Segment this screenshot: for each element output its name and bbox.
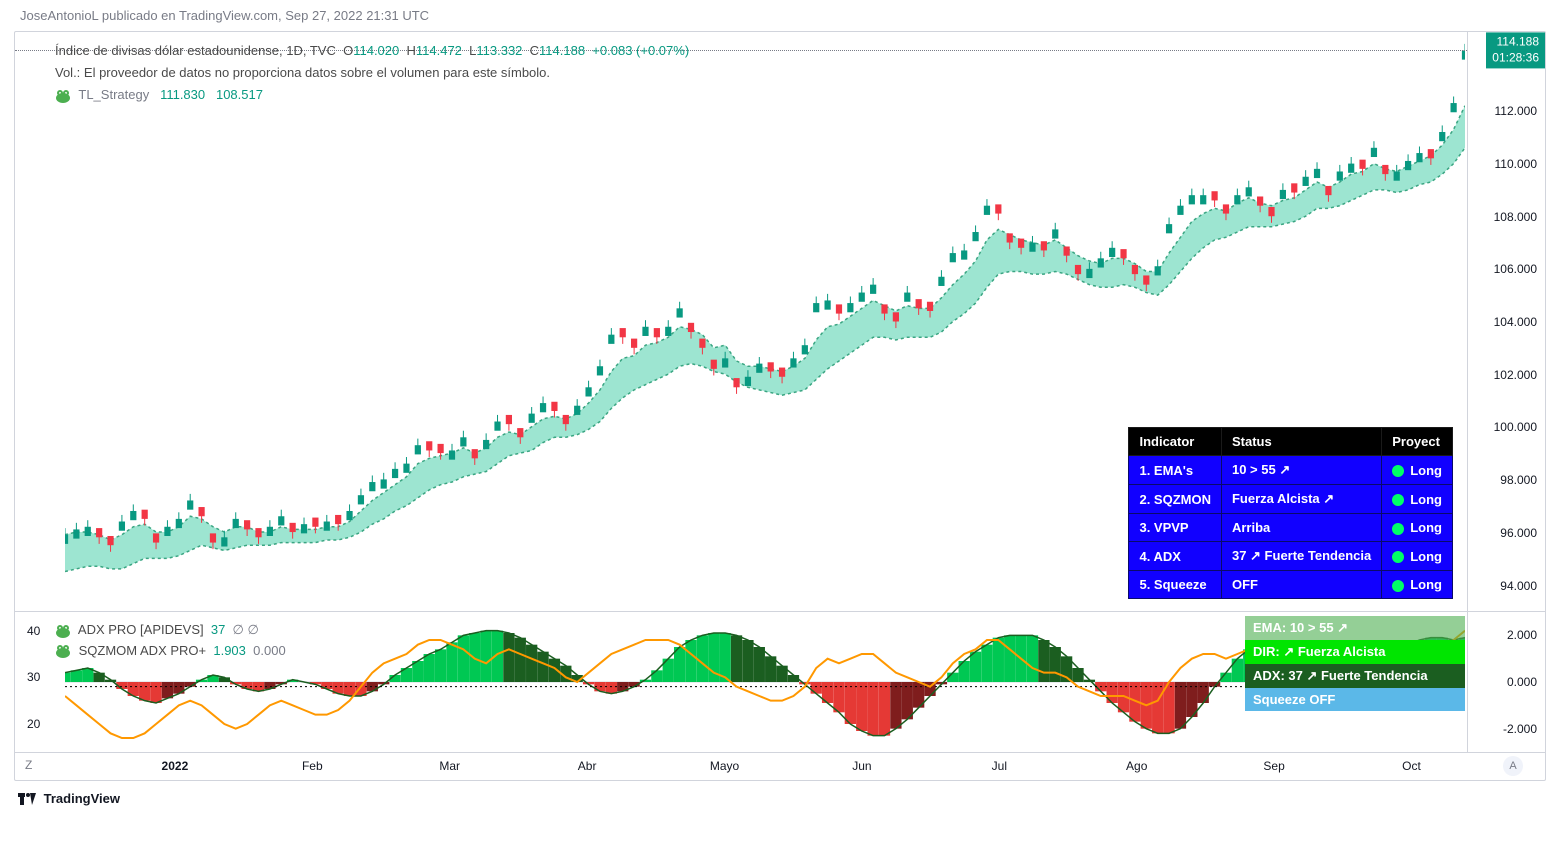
x-tick-label: 2022: [162, 759, 189, 773]
indicator-summary-table: Indicator Status Proyect 1. EMA's10 > 55…: [1128, 427, 1453, 599]
y-tick-label: 0.000: [1507, 675, 1537, 689]
x-tick-label: Abr: [578, 759, 597, 773]
y-tick-label: 112.000: [1495, 104, 1538, 118]
x-tick-label: Jun: [852, 759, 871, 773]
x-tick-label: Oct: [1402, 759, 1421, 773]
y-tick-label: 108.000: [1494, 210, 1537, 224]
y-tick-label: 96.000: [1500, 526, 1537, 540]
indicator-row: 2. SQZMONFuerza Alcista ↗Long: [1129, 485, 1453, 514]
y-tick-label: 100.000: [1494, 420, 1537, 434]
indicator-row: 5. SqueezeOFFLong: [1129, 571, 1453, 599]
indicator-sub-chart[interactable]: ADX PRO [APIDEVS] 37 ∅ ∅ SQZMOM ADX PRO+…: [15, 612, 1545, 752]
x-tick-label: Sep: [1263, 759, 1284, 773]
y-tick-label: 104.000: [1494, 315, 1537, 329]
sub-y-axis-left[interactable]: 20 30 40: [15, 612, 59, 752]
price-y-axis[interactable]: USD 94.00096.00098.000100.000102.000104.…: [1467, 32, 1545, 611]
current-price-badge: 114.188 01:28:36: [1486, 33, 1545, 68]
status-box: ADX: 37 ↗ Fuerte Tendencia: [1245, 664, 1465, 688]
chart-container: Índice de divisas dólar estadounidense, …: [14, 31, 1546, 781]
indicator-row: 3. VPVPArribaLong: [1129, 514, 1453, 542]
x-tick-label: Jul: [992, 759, 1007, 773]
y-tick-label: 102.000: [1494, 368, 1537, 382]
y-tick-label: 98.000: [1500, 473, 1537, 487]
y-tick-label: 20: [27, 717, 40, 731]
main-price-chart[interactable]: Índice de divisas dólar estadounidense, …: [15, 32, 1545, 612]
timezone-badge[interactable]: Z: [25, 758, 32, 772]
publish-header: JoseAntonioL publicado en TradingView.co…: [0, 0, 1560, 31]
y-tick-label: 94.000: [1500, 579, 1537, 593]
tradingview-logo-icon: [18, 793, 36, 807]
y-tick-label: 40: [27, 624, 40, 638]
frog-icon: [55, 624, 71, 638]
time-x-axis[interactable]: Z 2022 Feb Mar Abr Mayo Jun Jul Ago Sep Oct A: [15, 752, 1545, 780]
frog-icon: [55, 644, 71, 658]
x-tick-label: Mar: [439, 759, 460, 773]
status-box: Squeeze OFF: [1245, 688, 1465, 711]
status-box: DIR: ↗ Fuerza Alcista: [1245, 640, 1465, 664]
x-tick-label: Ago: [1126, 759, 1147, 773]
x-tick-label: Mayo: [710, 759, 739, 773]
y-tick-label: 106.000: [1494, 262, 1537, 276]
indicator-row: 1. EMA's10 > 55 ↗Long: [1129, 456, 1453, 485]
status-box-stack: EMA: 10 > 55 ↗DIR: ↗ Fuerza AlcistaADX: …: [1245, 616, 1465, 711]
x-tick-label: Feb: [302, 759, 323, 773]
y-tick-label: 110.000: [1495, 157, 1538, 171]
footer-brand: TradingView: [0, 781, 1560, 817]
indicator-row: 4. ADX37 ↗ Fuerte TendenciaLong: [1129, 542, 1453, 571]
status-box: EMA: 10 > 55 ↗: [1245, 616, 1465, 640]
y-tick-label: 2.000: [1507, 628, 1537, 642]
autoscale-badge[interactable]: A: [1503, 756, 1523, 776]
sub-y-axis-right[interactable]: -2.000 0.000 2.000: [1467, 612, 1545, 752]
y-tick-label: -2.000: [1503, 722, 1537, 736]
y-tick-label: 30: [27, 670, 40, 684]
frog-icon: [55, 89, 71, 103]
chart-legend: Índice de divisas dólar estadounidense, …: [55, 40, 689, 106]
sub-chart-legend: ADX PRO [APIDEVS] 37 ∅ ∅ SQZMOM ADX PRO+…: [55, 620, 286, 662]
